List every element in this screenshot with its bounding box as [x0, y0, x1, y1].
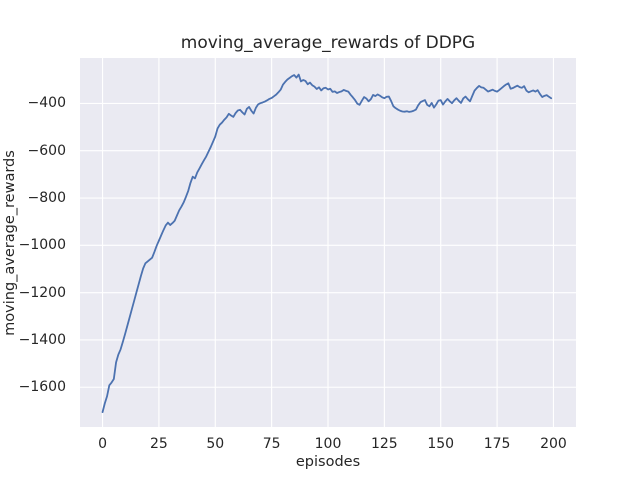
y-tick-label: −1400	[18, 331, 66, 348]
chart-title: moving_average_rewards of DDPG	[180, 33, 476, 53]
x-axis-label: episodes	[295, 454, 361, 470]
x-tick-label: 100	[314, 436, 342, 452]
y-tick-label: −1200	[18, 284, 66, 301]
y-tick-label: −800	[27, 190, 66, 207]
x-tick-label: 25	[149, 436, 168, 452]
reward-line	[101, 73, 553, 413]
x-tick-label: 75	[262, 436, 281, 452]
y-tick-label: −1000	[18, 237, 66, 254]
y-tick-label: −400	[27, 95, 66, 112]
x-tick-label: 0	[98, 436, 107, 452]
x-tick-label: 175	[483, 436, 511, 452]
x-tick-label: 200	[540, 436, 567, 452]
x-tick-label: 125	[370, 436, 398, 452]
x-tick-label: 150	[427, 436, 455, 452]
y-tick-label: −600	[27, 142, 66, 159]
y-tick-label: −1600	[18, 379, 66, 396]
x-tick-label: 50	[206, 436, 225, 452]
